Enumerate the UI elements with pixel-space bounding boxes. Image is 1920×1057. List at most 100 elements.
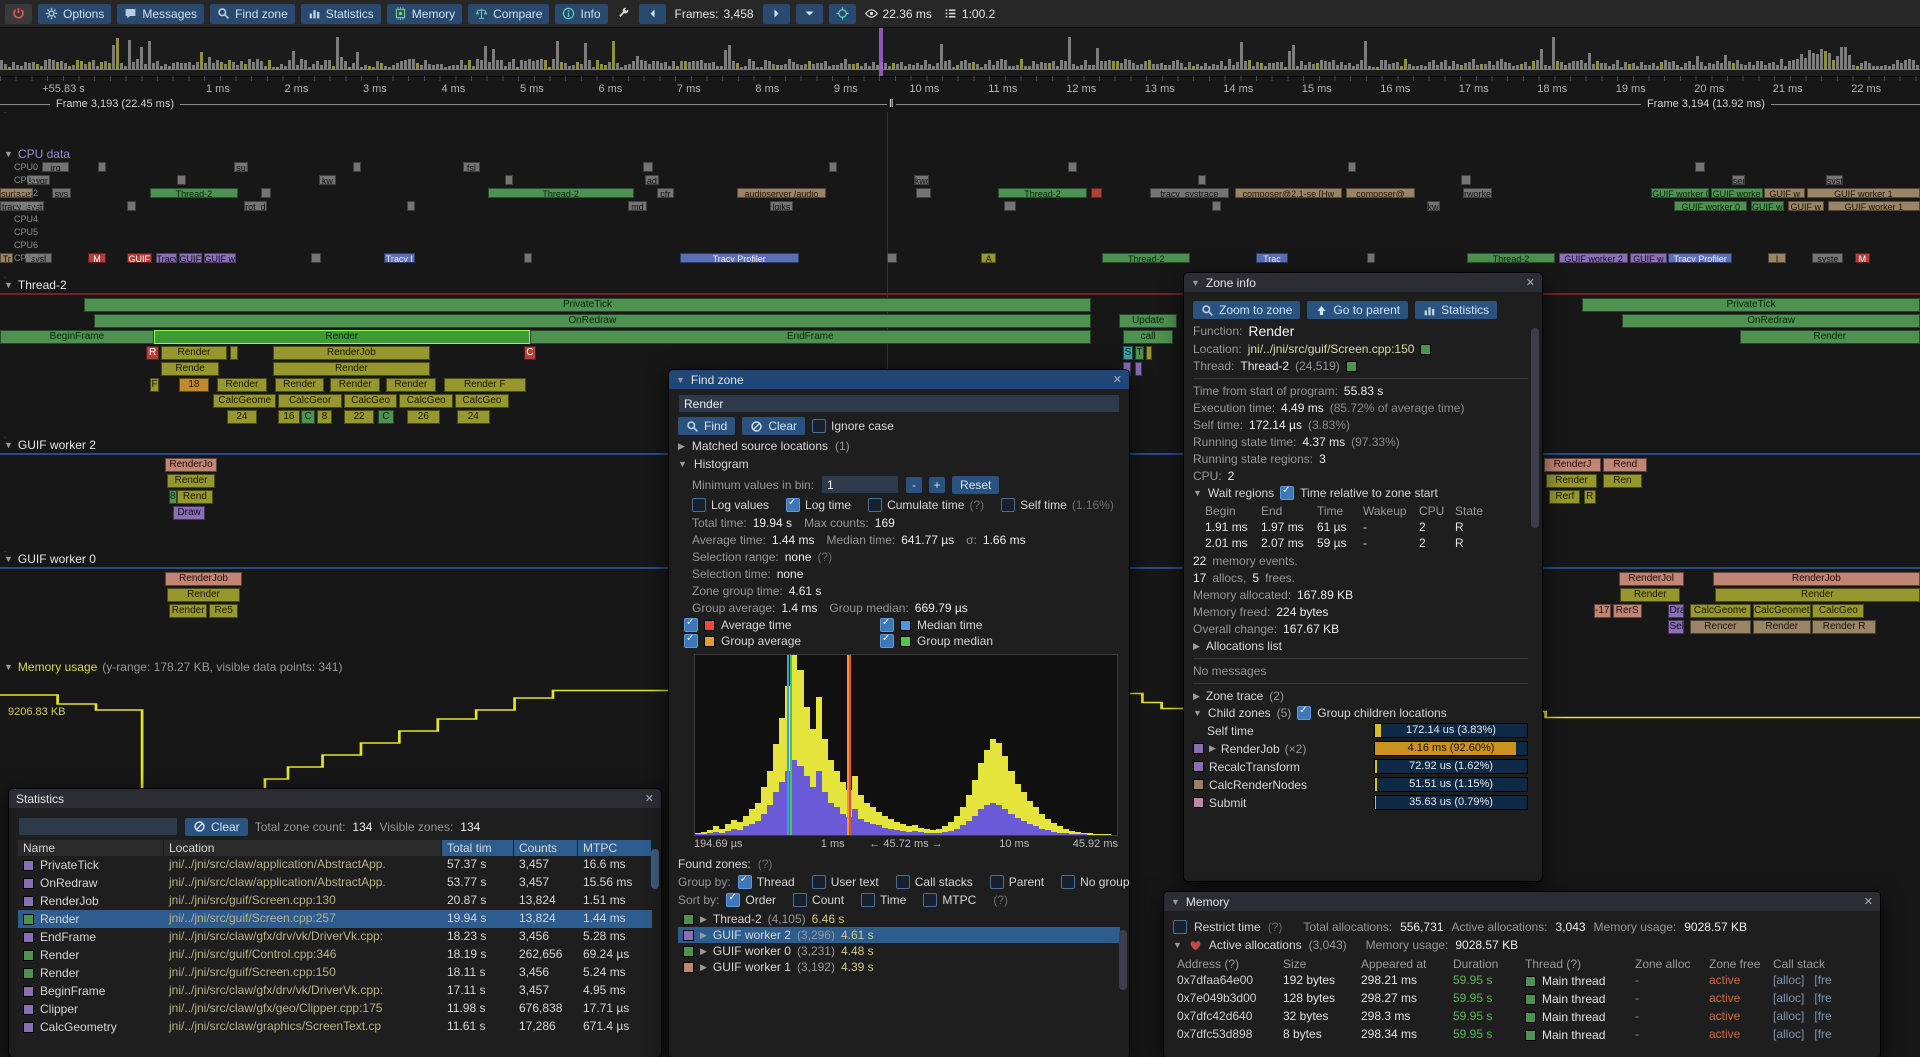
zone[interactable]: 24 [227,410,258,424]
statistics-titlebar[interactable]: Statistics ✕ [9,789,661,808]
zone[interactable]: CalcGeome [213,394,276,408]
cpu-zone[interactable] [1198,175,1206,185]
zone[interactable]: OnRedraw [94,314,1090,328]
zone[interactable]: 16 [278,410,299,424]
zone[interactable]: R [146,346,159,360]
child-zone-row[interactable]: Submit35.63 us (0.79%) [1193,795,1528,810]
zone[interactable]: T [1135,346,1145,360]
stat-location-cell[interactable]: jni/../jni/src/claw/application/Abstract… [164,874,442,892]
zone[interactable]: CalcGeo [1812,604,1864,618]
zone[interactable]: OnRedraw [1622,314,1920,328]
checkbox[interactable] [684,634,698,648]
cpu-zone[interactable] [311,253,321,263]
cpu-zone[interactable]: cfr [657,188,674,198]
location-value[interactable]: jni/../jni/src/guif/Screen.cpp:150 [1248,342,1415,356]
callstack-alloc-link[interactable]: [alloc] [1773,973,1804,989]
legend-group-average[interactable]: Group average [684,634,874,648]
checkbox[interactable] [1061,875,1075,889]
zone[interactable]: CalcGeor [278,394,341,408]
active-allocations-header[interactable]: ▼ Active allocations (3,043) Memory usag… [1173,938,1871,952]
zone[interactable]: EndFrame [530,330,1091,344]
cpu-zone[interactable] [887,253,897,263]
cpu-zone[interactable] [1068,162,1078,172]
cpu-data-header[interactable]: ▼ CPU data [0,146,1920,161]
zone[interactable]: Rencer [1690,620,1751,634]
alloc-callstack-cell[interactable]: [alloc][fre [1769,972,1871,990]
filter-zones-input[interactable] [18,817,178,836]
stat-location-cell[interactable]: jni/../jni/src/claw/application/Abstract… [164,856,442,874]
zone[interactable]: -17 [1594,604,1611,618]
zone[interactable]: 24 [457,410,490,424]
zone[interactable]: Render [217,378,267,392]
zone[interactable]: 22 [344,410,375,424]
cpu-zone[interactable] [1461,175,1471,185]
find-button[interactable]: Find [678,417,735,435]
zone[interactable]: R [1584,490,1596,504]
cpu-zone[interactable]: GUIF worker 0 [1651,188,1709,198]
zone[interactable]: CalcGeo [399,394,453,408]
column-header-counts[interactable]: Counts [514,840,578,856]
cpu-zone[interactable]: syste [1812,253,1843,263]
cpu-zone[interactable]: GUIF w [1788,201,1824,211]
zone[interactable]: Render [273,362,430,376]
found-zone-group[interactable]: ▶Thread-2(4,105)6.46 s [678,911,1120,927]
child-zone-row[interactable]: ▶RenderJob(×2)4.16 ms (92.60%) [1193,741,1528,756]
close-icon[interactable]: ✕ [1113,373,1122,386]
alloc-callstack-cell[interactable]: [alloc][fre [1769,990,1871,1008]
stat-mtpc-cell[interactable]: 1.44 ms [578,910,652,928]
zone[interactable]: Rerf [1549,490,1580,504]
cpu-zone[interactable]: audioserver /audio [737,188,825,198]
zone[interactable]: Render [167,588,240,602]
zone[interactable]: Rend [177,490,213,504]
cpu-zone[interactable]: Thread-2 [1467,253,1555,263]
cpu-zone[interactable]: kworke [1427,201,1440,211]
cpu-zone[interactable]: I [1768,253,1785,263]
stat-mtpc-cell[interactable]: 5.28 ms [578,928,652,946]
stat-total-time-cell[interactable]: 11.61 s [442,1018,514,1036]
cpu-zone[interactable]: tracy_systrace [1150,188,1229,198]
child-zone-row[interactable]: Self time172.14 us (3.83%) [1193,723,1528,738]
frame-span[interactable]: Frame 3,193 (22.45 ms) [0,98,887,110]
found-zone-group[interactable]: ▶GUIF worker 0(3,231)4.48 s [678,943,1120,959]
checkbox[interactable] [861,893,875,907]
cpu-zone[interactable]: GUIF [127,253,152,263]
increment-button[interactable]: + [929,477,945,493]
checkbox[interactable] [1001,498,1015,512]
stat-name-cell[interactable]: BeginFrame [18,982,164,1000]
power-button[interactable] [5,4,32,24]
cpu-zone[interactable] [1004,201,1016,211]
stat-mtpc-cell[interactable]: 69.24 µs [578,946,652,964]
clear-filter-button[interactable]: Clear [185,818,248,836]
zone[interactable]: RerS [1613,604,1642,618]
cpu-zone[interactable]: GUIF [179,253,202,263]
cpu-zone[interactable]: su [234,162,247,172]
stat-counts-cell[interactable]: 13,824 [514,892,578,910]
stat-location-cell[interactable]: jni/../jni/src/claw/graphics/ScreenText.… [164,1018,442,1036]
zone[interactable]: PrivateTick [1582,298,1920,312]
cpu-zone[interactable]: GUIF worker 1 [1807,188,1920,198]
find-zone-search-input[interactable] [678,394,1120,413]
matched-source-locations-toggle[interactable]: ▶ Matched source locations (1) [678,439,1120,453]
zone[interactable]: F [150,378,160,392]
checkbox[interactable] [868,498,882,512]
zone[interactable]: Dra [1668,604,1683,618]
stat-location-cell[interactable]: jni/../jni/src/claw/gfx/drv/vk/DriverVk.… [164,928,442,946]
stat-name-cell[interactable]: Render [18,964,164,982]
cpu-zone[interactable]: sen [1732,175,1745,185]
cpu-zone[interactable] [1212,201,1222,211]
stat-mtpc-cell[interactable]: 671.4 µs [578,1018,652,1036]
cpu-zone[interactable] [1348,162,1356,172]
cpu-zone[interactable]: lgiks [770,201,793,211]
thread-value[interactable]: Thread-2 [1240,359,1289,373]
zone[interactable]: Render [1715,588,1920,602]
column-header-zone-alloc[interactable]: Zone alloc [1631,956,1705,972]
stat-location-cell[interactable]: jni/../jni/src/guif/Screen.cpp:150 [164,964,442,982]
alloc-address-cell[interactable]: 0x7dfc53d898 [1173,1026,1279,1044]
cpu-zone[interactable]: M [88,253,105,263]
stat-name-cell[interactable]: Render [18,910,164,928]
prev-frame-button[interactable] [639,4,666,24]
column-header-mtpc[interactable]: MTPC [578,840,652,856]
zone[interactable]: 26 [407,410,440,424]
alloc-callstack-cell[interactable]: [alloc][fre [1769,1026,1871,1044]
stat-name-cell[interactable]: CalcGeometry [18,1018,164,1036]
